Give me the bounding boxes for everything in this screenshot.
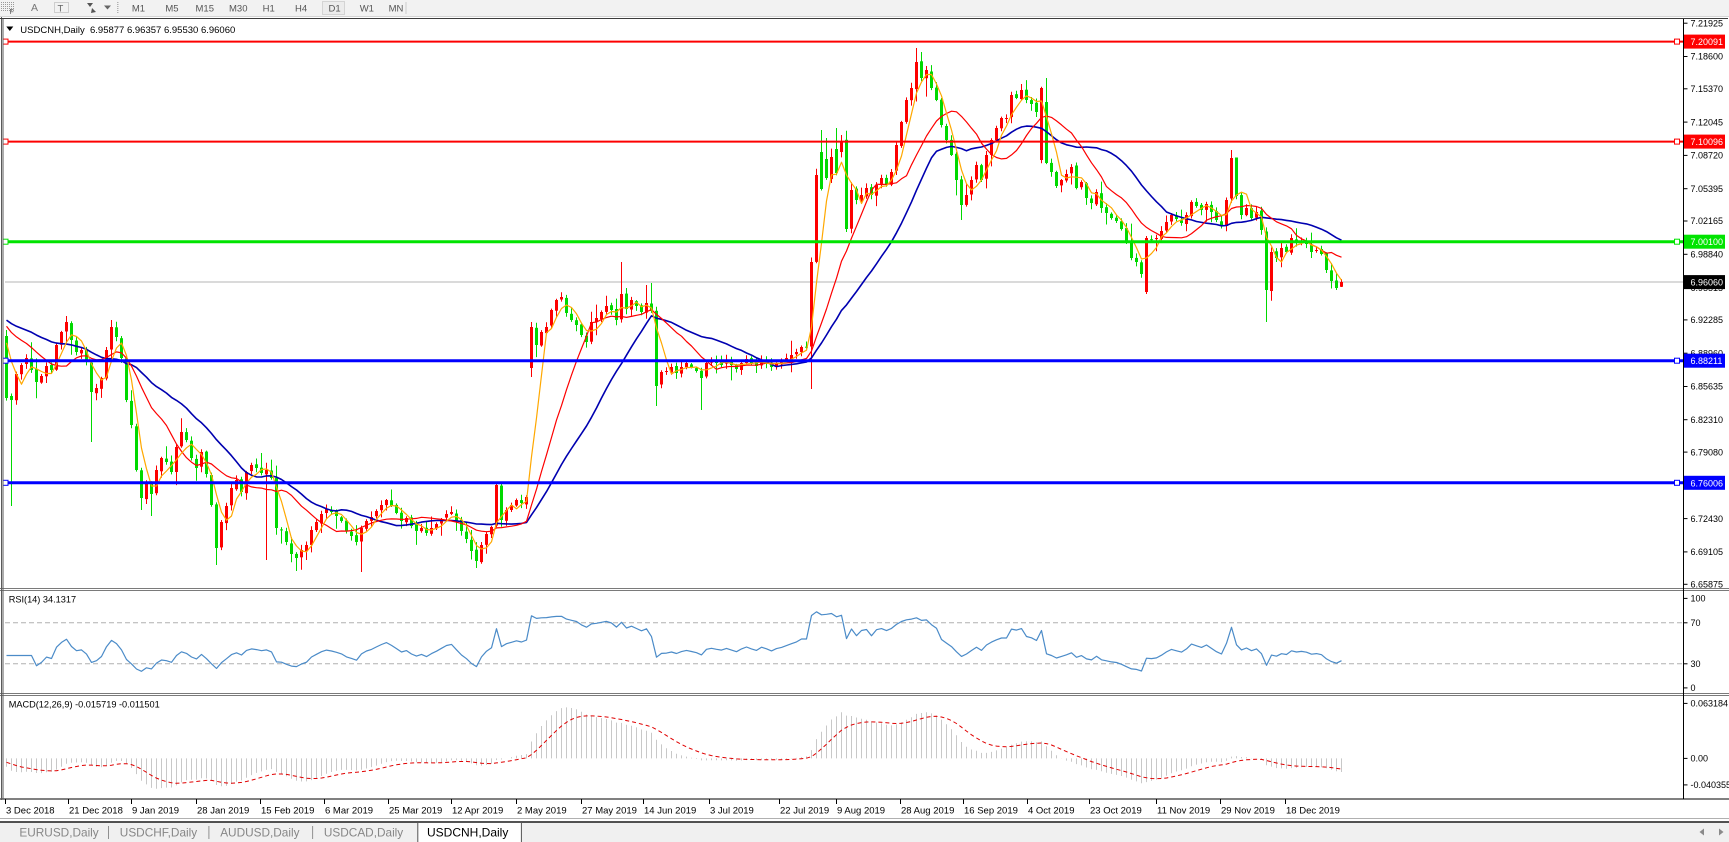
svg-text:7.00100: 7.00100 bbox=[1691, 237, 1724, 247]
svg-text:16 Sep 2019: 16 Sep 2019 bbox=[964, 806, 1018, 817]
svg-text:D1: D1 bbox=[329, 4, 341, 15]
svg-text:0.063184: 0.063184 bbox=[1691, 699, 1729, 709]
svg-text:28 Aug 2019: 28 Aug 2019 bbox=[901, 806, 954, 817]
svg-text:6.79080: 6.79080 bbox=[1691, 447, 1724, 457]
svg-text:29 Nov 2019: 29 Nov 2019 bbox=[1221, 806, 1275, 817]
svg-text:12 Apr 2019: 12 Apr 2019 bbox=[452, 806, 503, 817]
svg-text:EURUSD,Daily: EURUSD,Daily bbox=[19, 826, 98, 840]
svg-text:7.05395: 7.05395 bbox=[1691, 184, 1724, 194]
svg-text:-0.040355: -0.040355 bbox=[1691, 780, 1729, 790]
svg-text:USDCNH,Daily: USDCNH,Daily bbox=[427, 826, 508, 840]
svg-text:6.82310: 6.82310 bbox=[1691, 415, 1724, 425]
svg-text:MN: MN bbox=[389, 4, 404, 15]
svg-text:23 Oct 2019: 23 Oct 2019 bbox=[1090, 806, 1142, 817]
svg-text:6.85635: 6.85635 bbox=[1691, 382, 1724, 392]
svg-text:7.02165: 7.02165 bbox=[1691, 216, 1724, 226]
svg-text:6.92285: 6.92285 bbox=[1691, 315, 1724, 325]
svg-text:7.12045: 7.12045 bbox=[1691, 117, 1724, 127]
svg-text:6.76006: 6.76006 bbox=[1691, 478, 1724, 488]
svg-text:USDCHF,Daily: USDCHF,Daily bbox=[120, 826, 197, 840]
svg-text:RSI(14) 34.1317: RSI(14) 34.1317 bbox=[9, 595, 76, 605]
svg-text:25 Mar 2019: 25 Mar 2019 bbox=[389, 806, 442, 817]
svg-text:6.98840: 6.98840 bbox=[1691, 250, 1724, 260]
svg-text:6 Mar 2019: 6 Mar 2019 bbox=[325, 806, 373, 817]
svg-text:0: 0 bbox=[1691, 683, 1696, 693]
svg-text:USDCNH,Daily: USDCNH,Daily bbox=[20, 25, 85, 36]
svg-text:W1: W1 bbox=[360, 4, 374, 15]
svg-text:H4: H4 bbox=[295, 4, 307, 15]
svg-text:M5: M5 bbox=[165, 4, 178, 15]
svg-text:M15: M15 bbox=[196, 4, 214, 15]
svg-text:21 Dec 2018: 21 Dec 2018 bbox=[69, 806, 123, 817]
svg-text:6.88211: 6.88211 bbox=[1691, 356, 1723, 366]
svg-text:7.10096: 7.10096 bbox=[1691, 137, 1724, 147]
svg-text:9 Jan 2019: 9 Jan 2019 bbox=[132, 806, 179, 817]
svg-text:3 Jul 2019: 3 Jul 2019 bbox=[710, 806, 754, 817]
svg-text:15 Feb 2019: 15 Feb 2019 bbox=[261, 806, 314, 817]
svg-text:AUDUSD,Daily: AUDUSD,Daily bbox=[220, 826, 299, 840]
svg-text:7.20091: 7.20091 bbox=[1691, 37, 1724, 47]
svg-text:7.21925: 7.21925 bbox=[1691, 18, 1724, 28]
svg-text:6.96060: 6.96060 bbox=[1691, 278, 1724, 288]
svg-text:F: F bbox=[10, 9, 14, 16]
svg-text:3 Dec 2018: 3 Dec 2018 bbox=[6, 806, 55, 817]
svg-text:M30: M30 bbox=[229, 4, 247, 15]
svg-text:7.08720: 7.08720 bbox=[1691, 151, 1724, 161]
svg-text:27 May 2019: 27 May 2019 bbox=[582, 806, 637, 817]
svg-text:T: T bbox=[58, 4, 64, 15]
svg-text:6.69105: 6.69105 bbox=[1691, 547, 1724, 557]
svg-text:9 Aug 2019: 9 Aug 2019 bbox=[837, 806, 885, 817]
svg-text:M1: M1 bbox=[132, 4, 145, 15]
svg-text:7.18600: 7.18600 bbox=[1691, 52, 1724, 62]
svg-text:18 Dec 2019: 18 Dec 2019 bbox=[1286, 806, 1340, 817]
svg-text:6.95877 6.96357 6.95530 6.9606: 6.95877 6.96357 6.95530 6.96060 bbox=[90, 25, 235, 36]
svg-text:100: 100 bbox=[1691, 594, 1706, 604]
svg-text:MACD(12,26,9) -0.015719 -0.011: MACD(12,26,9) -0.015719 -0.011501 bbox=[9, 700, 160, 710]
svg-text:USDCAD,Daily: USDCAD,Daily bbox=[324, 826, 403, 840]
svg-text:6.88960: 6.88960 bbox=[1691, 348, 1724, 358]
svg-text:6.72430: 6.72430 bbox=[1691, 514, 1724, 524]
svg-text:0.00: 0.00 bbox=[1691, 754, 1709, 764]
svg-text:H1: H1 bbox=[263, 4, 275, 15]
svg-text:11 Nov 2019: 11 Nov 2019 bbox=[1157, 806, 1210, 817]
svg-text:7.15370: 7.15370 bbox=[1691, 84, 1724, 94]
svg-text:28 Jan 2019: 28 Jan 2019 bbox=[197, 806, 249, 817]
svg-text:4 Oct 2019: 4 Oct 2019 bbox=[1028, 806, 1074, 817]
svg-text:A: A bbox=[31, 2, 38, 14]
svg-text:22 Jul 2019: 22 Jul 2019 bbox=[780, 806, 829, 817]
svg-text:14 Jun 2019: 14 Jun 2019 bbox=[644, 806, 696, 817]
svg-text:70: 70 bbox=[1691, 618, 1701, 628]
svg-text:6.65875: 6.65875 bbox=[1691, 580, 1724, 590]
svg-text:30: 30 bbox=[1691, 659, 1701, 669]
svg-text:2 May 2019: 2 May 2019 bbox=[517, 806, 567, 817]
